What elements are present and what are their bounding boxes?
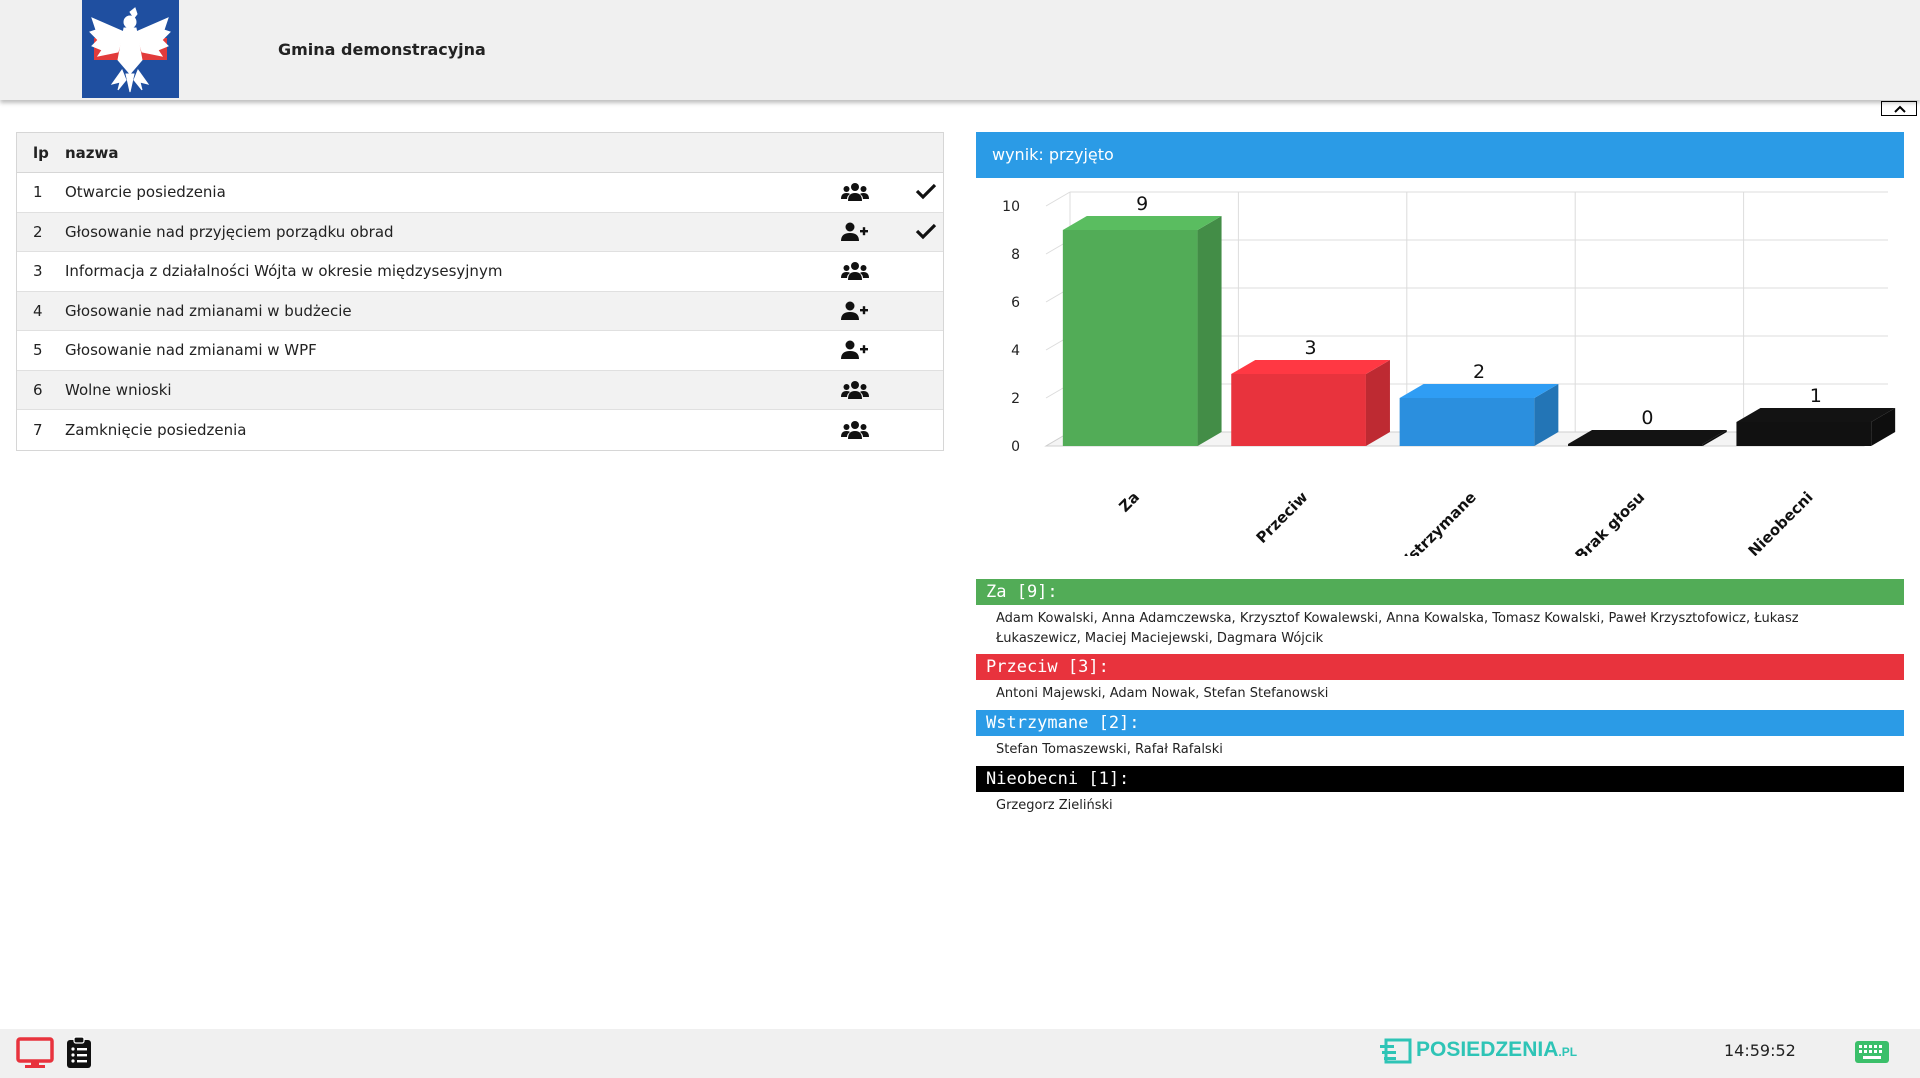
agenda-item-number: 1	[33, 183, 43, 202]
agenda-row[interactable]: 7 Zamknięcie posiedzenia	[17, 410, 943, 450]
coat-of-arms-logo	[82, 0, 179, 98]
bar	[1399, 398, 1535, 446]
bar-value-label: 0	[1641, 407, 1653, 429]
column-header-name: nazwa	[65, 143, 119, 162]
agenda-row[interactable]: 1 Otwarcie posiedzenia	[17, 173, 943, 213]
vote-group: Nieobecni [1]: Grzegorz Zieliński	[976, 766, 1904, 816]
bar-value-label: 3	[1305, 337, 1317, 359]
agenda-row[interactable]: 4 Głosowanie nad zmianami w budżecie	[17, 291, 943, 331]
bar-side	[1534, 384, 1559, 446]
agenda-row[interactable]: 6 Wolne wnioski	[17, 370, 943, 410]
vote-group-header: Wstrzymane [2]:	[976, 710, 1904, 736]
agenda-item-number: 6	[33, 380, 43, 399]
agenda-item-number: 3	[33, 262, 43, 281]
agenda-item-name: Zamknięcie posiedzenia	[65, 420, 247, 439]
agenda-item-name: Otwarcie posiedzenia	[65, 183, 226, 202]
category-label: Przeciw	[1253, 488, 1312, 547]
users-icon	[841, 380, 869, 400]
app-footer	[0, 1029, 1920, 1078]
y-tick-label: 4	[1011, 343, 1020, 359]
y-tick-label: 2	[1011, 391, 1020, 407]
column-header-lp: lp	[33, 143, 49, 162]
bar	[1568, 444, 1703, 446]
bar-top	[1062, 216, 1222, 230]
bar-top	[1568, 430, 1727, 444]
bar-top	[1736, 408, 1896, 422]
brand-suffix: .PL	[1558, 1045, 1578, 1059]
user-plus-icon	[841, 340, 869, 360]
y-tick-label: 8	[1011, 247, 1020, 263]
posiedzenia-brand-icon	[1380, 1038, 1412, 1064]
organization-name: Gmina demonstracyjna	[278, 40, 486, 59]
vote-group-header: Nieobecni [1]:	[976, 766, 1904, 792]
agenda-item-number: 7	[33, 420, 43, 439]
vote-group-header: Przeciw [3]:	[976, 654, 1904, 680]
category-label: Wstrzymane	[1393, 488, 1480, 556]
bar-top	[1399, 384, 1559, 398]
vote-group-header: Za [9]:	[976, 579, 1904, 605]
vote-group-names: Grzegorz Zieliński	[996, 798, 1113, 813]
y-tick-label: 0	[1011, 439, 1020, 455]
users-icon	[841, 182, 869, 202]
collapse-header-button[interactable]	[1881, 101, 1917, 116]
agenda-row[interactable]: 2 Głosowanie nad przyjęciem porządku obra…	[17, 212, 943, 252]
bar-side	[1702, 430, 1727, 446]
keyboard-icon[interactable]	[1855, 1041, 1889, 1063]
brand-name: POSIEDZENIA	[1416, 1038, 1559, 1061]
vote-chart: 0 2 4 6 8 10 9 Za 3 Przeciw 2 Wstrzymane 0 Brak głosu…	[1002, 191, 1896, 556]
vote-group: Wstrzymane [2]: Stefan Tomaszewski, Rafał…	[976, 710, 1904, 760]
agenda-item-name: Głosowanie nad przyjęciem porządku obrad	[65, 222, 394, 241]
category-label: Za	[1115, 488, 1143, 516]
user-plus-icon	[841, 301, 869, 321]
bar-value-label: 1	[1810, 385, 1822, 407]
vote-group: Przeciw [3]: Antoni Majewski, Adam Nowak,…	[976, 654, 1904, 704]
agenda-item-number: 4	[33, 301, 43, 320]
bar-top	[1231, 360, 1390, 374]
brand-logo-text: POSIEDZENIA.PL	[1416, 1038, 1577, 1062]
check-icon	[915, 182, 937, 202]
check-icon	[915, 222, 937, 242]
vote-result-banner: wynik: przyjęto	[976, 132, 1904, 178]
agenda-item-number: 5	[33, 341, 43, 360]
chevron-up-icon	[1894, 105, 1906, 113]
bar-side	[1871, 408, 1896, 446]
monitor-icon[interactable]	[16, 1037, 54, 1069]
agenda-item-name: Informacja z działalności Wójta w okresi…	[65, 262, 503, 281]
users-icon	[841, 261, 869, 281]
agenda-item-name: Wolne wnioski	[65, 380, 172, 399]
agenda-table-header: lp nazwa	[17, 133, 943, 173]
agenda-item-name: Głosowanie nad zmianami w WPF	[65, 341, 317, 360]
y-tick-label: 6	[1011, 295, 1020, 311]
category-label: Brak głosu	[1572, 488, 1649, 556]
agenda-table: lp nazwa 1 Otwarcie posiedzenia 2 Głosowani…	[16, 132, 944, 451]
clock: 14:59:52	[1724, 1041, 1796, 1060]
bar-side	[1197, 216, 1222, 446]
vote-group-names: Adam Kowalski, Anna Adamczewska, Krzyszt…	[996, 611, 1799, 646]
bar	[1062, 230, 1198, 446]
bar-value-label: 9	[1136, 193, 1148, 215]
bar	[1231, 374, 1366, 446]
app-header: Gmina demonstracyjna	[0, 0, 1920, 100]
user-plus-icon	[841, 222, 869, 242]
category-label: Nieobecni	[1745, 488, 1817, 556]
vote-group-names: Antoni Majewski, Adam Nowak, Stefan Stef…	[996, 686, 1329, 701]
bar	[1736, 422, 1872, 446]
agenda-item-number: 2	[33, 222, 43, 241]
agenda-item-name: Głosowanie nad zmianami w budżecie	[65, 301, 352, 320]
bar-value-label: 2	[1473, 361, 1485, 383]
agenda-row[interactable]: 5 Głosowanie nad zmianami w WPF	[17, 331, 943, 371]
vote-group-names: Stefan Tomaszewski, Rafał Rafalski	[996, 742, 1223, 757]
bar-side	[1365, 360, 1390, 446]
vote-group: Za [9]: Adam Kowalski, Anna Adamczewska, …	[976, 579, 1904, 649]
agenda-row[interactable]: 3 Informacja z działalności Wójta w okres…	[17, 252, 943, 292]
y-tick-label: 10	[1002, 199, 1020, 215]
gridline-depth	[1045, 191, 1071, 207]
users-icon	[841, 420, 869, 440]
clipboard-icon[interactable]	[66, 1036, 92, 1069]
